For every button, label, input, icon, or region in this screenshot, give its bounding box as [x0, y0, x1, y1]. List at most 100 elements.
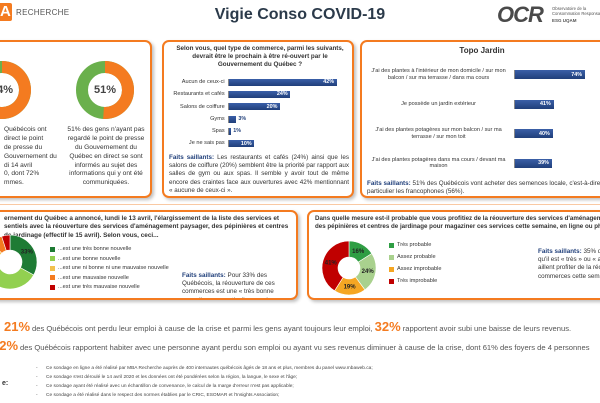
- bar: [228, 115, 237, 123]
- highlight-number: 21%: [4, 319, 31, 334]
- logo-right-sub: Observatoire de la Consommation Responsa…: [552, 6, 600, 17]
- text-line: commerces cette semaine.: [538, 273, 600, 281]
- logo-mark: A: [0, 3, 11, 20]
- key-facts-text: qu'il est « très » ou « assez » prob: [538, 256, 600, 264]
- legend-item: ...est une bonne nouvelle: [50, 256, 121, 262]
- highlight-number: 32%: [374, 319, 401, 334]
- bar-chart: J'ai des plantes à l'intérieur de mon do…: [366, 60, 598, 178]
- category-label: J'ai des plantes potagères dans ma cours…: [371, 156, 506, 170]
- legend-item: ...est une très mauvaise nouvelle: [50, 284, 140, 290]
- bar-chart: Aucun de ceux-ci 42% Restaurants et cafés 2…: [168, 76, 350, 150]
- segment-label: 33%: [21, 250, 34, 256]
- bar: [228, 103, 281, 111]
- notes: - Ce sondage en ligne a été réalisé par M…: [36, 364, 373, 400]
- text-line: Faits saillants: 51% des Québécois vont …: [367, 180, 600, 188]
- legend-swatch: [389, 254, 394, 260]
- text-line: di 14 avril: [4, 161, 33, 169]
- bar-row: Restaurants et cafés 24%: [168, 88, 350, 100]
- note-text: Ce sondage en ligne a été réalisé par MB…: [46, 366, 373, 371]
- legend-item: Très probable: [389, 242, 431, 248]
- segment-label: 19%: [344, 285, 357, 291]
- value-label: 24%: [276, 91, 288, 98]
- text-line: 0, dont 72%: [4, 170, 40, 178]
- bar-row: J'ai des plantes à l'intérieur de mon do…: [366, 60, 598, 90]
- key-facts-label: Faits saillants:: [367, 180, 411, 187]
- key-facts-text: particulier les francophones (56%).: [367, 188, 465, 196]
- note-text: Ce sondage s'est déroulé le 14 avril 202…: [46, 375, 298, 380]
- donut-segment: [0, 61, 31, 119]
- legend: Très probable Assez probable Assez improba…: [389, 242, 489, 297]
- separator: [0, 204, 600, 205]
- text-line: direct le point: [4, 134, 44, 142]
- category-label: Je ne sais pas: [188, 140, 225, 147]
- key-facts: Faits saillants: 35% des Québécoisqu'il …: [538, 248, 600, 281]
- panel-likelihood: Dans quelle mesure est-il probable que v…: [307, 210, 600, 300]
- text-line: mmes.: [4, 179, 24, 187]
- donut-segment: [321, 240, 350, 292]
- panel-garden: Topo Jardin J'ai des plantes à l'intérie…: [360, 40, 600, 198]
- legend: ...est une très bonne nouvelle ...est une…: [50, 246, 170, 298]
- bar-row: Je possède un jardin extérieur 41%: [366, 90, 598, 120]
- bullet: -: [36, 366, 38, 371]
- legend-label: Très probable: [397, 242, 432, 248]
- donut-segment: [103, 61, 135, 119]
- notes-label: e:: [2, 380, 9, 387]
- text-block: 51% des gens n'ayant pas regardé le poin…: [67, 126, 145, 187]
- page-title: Vigie Conso COVID-19: [214, 6, 386, 23]
- note-item: - Ce sondage en ligne a été réalisé par M…: [36, 364, 373, 373]
- bar: [228, 78, 337, 86]
- legend-swatch: [50, 275, 55, 280]
- key-facts-label: Faits saillants:: [182, 272, 226, 279]
- key-facts-text: Pour 33% des Québécois, la réouverture d…: [182, 272, 275, 298]
- bar-row: J'ai des plantes potagères sur mon balco…: [366, 119, 598, 149]
- legend-label: ...est une très bonne nouvelle: [58, 246, 132, 252]
- logo-mark-bg: [0, 3, 12, 21]
- highlight-number: 32%: [0, 338, 19, 353]
- donut-chart: 33%: [0, 234, 38, 290]
- note-item: - Ce sondage a été réalisé dans le respec…: [36, 391, 373, 400]
- bar: [515, 129, 553, 139]
- bar-track: 42%: [227, 78, 350, 86]
- bar-track: 24%: [227, 90, 350, 98]
- value-label: 3%: [238, 116, 247, 123]
- text-line: aillent profiter de la réouverture: [538, 264, 600, 272]
- text-block: Québécois ont direct le point de presse du…: [4, 126, 57, 188]
- legend-item: Assez improbable: [389, 266, 441, 272]
- legend-label: Très improbable: [397, 278, 438, 284]
- legend-swatch: [389, 242, 394, 248]
- donut-segment: [0, 250, 3, 257]
- legend-label: ...est une mauvaise nouvelle: [58, 274, 129, 281]
- donut-segment: [1, 234, 11, 251]
- bar-track: 20%: [227, 103, 350, 111]
- legend-label: ...est une ni bonne ni une mauvaise nouv…: [58, 265, 169, 271]
- panel-news: ernement du Québec a annoncé, lundi le 1…: [0, 210, 298, 300]
- bar-track: 39%: [514, 158, 598, 168]
- highlight-text: des Québécois rapportent habiter avec un…: [20, 343, 590, 352]
- bar-track: 10%: [227, 140, 350, 148]
- legend-item: ...est une très bonne nouvelle: [50, 246, 131, 252]
- bar-row: Salons de coiffure 20%: [168, 101, 350, 113]
- panel-reopen: Selon vous, quel type de commerce, parmi…: [162, 40, 354, 198]
- legend-item: Très improbable: [389, 278, 437, 284]
- question: ernement du Québec a annoncé, lundi le 1…: [4, 215, 288, 240]
- bullet: -: [36, 375, 38, 380]
- key-facts-label: Faits saillants:: [538, 248, 582, 255]
- question: Dans quelle mesure est-il probable que v…: [315, 215, 600, 231]
- donut-chart: 16% 24% 19% 41%: [321, 240, 377, 296]
- legend-label: Assez probable: [397, 254, 436, 260]
- bar: [515, 70, 586, 80]
- value-label: 1%: [233, 128, 242, 135]
- text-line: sentiels avec la réouverture des service…: [4, 223, 289, 231]
- highlight-text: des Québécois ont perdu leur emploi à ca…: [32, 324, 373, 333]
- bar-track: 40%: [514, 129, 598, 139]
- bar-row: Je ne sais pas 10%: [168, 138, 350, 150]
- text-line: ernement du Québec a annoncé, lundi le 1…: [4, 215, 280, 222]
- bar: [228, 90, 291, 98]
- key-facts: Faits saillants: Les restaurants et café…: [169, 154, 349, 195]
- bar: [515, 99, 554, 109]
- bar-row: J'ai des plantes potagères dans ma cours…: [366, 149, 598, 179]
- donut-segment: [0, 267, 35, 290]
- segment-label: 24%: [362, 269, 375, 275]
